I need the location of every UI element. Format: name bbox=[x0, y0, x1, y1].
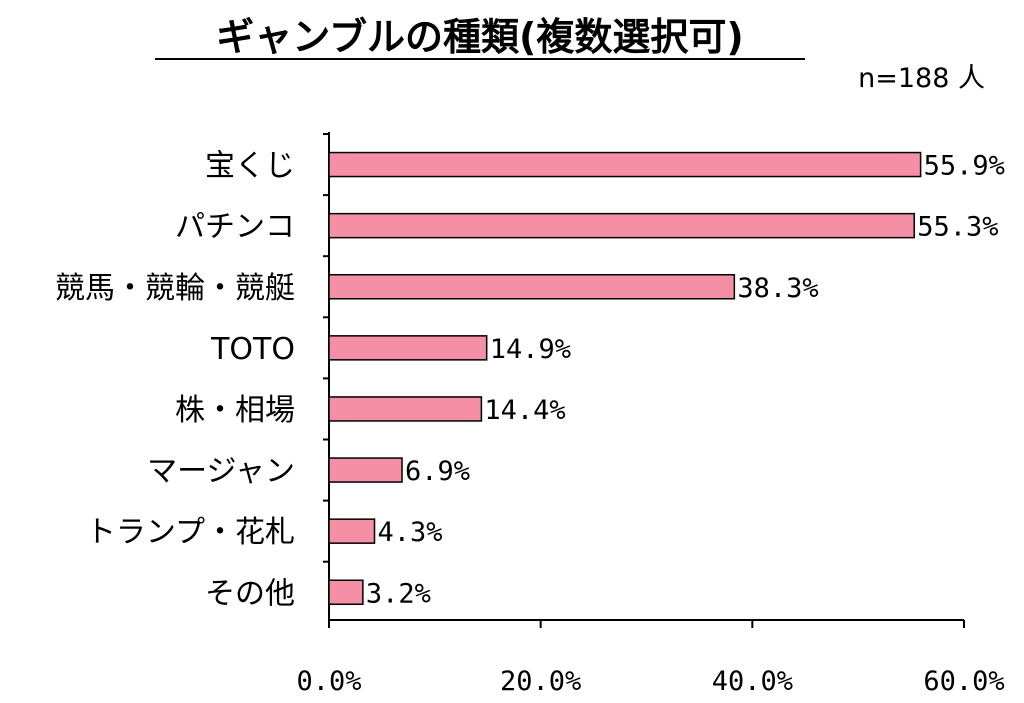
sample-size-note: n=188 人 bbox=[858, 63, 985, 94]
category-label: 株・相場 bbox=[175, 393, 295, 428]
x-tick-label: 20.0% bbox=[500, 666, 581, 697]
category-label: その他 bbox=[205, 576, 295, 611]
data-label: 6.9% bbox=[405, 456, 470, 487]
data-label: 4.3% bbox=[378, 517, 443, 548]
data-label: 55.3% bbox=[917, 212, 998, 243]
plot-area: 0.0% 20.0% 40.0% 60.0% 宝くじ 55.9% パチンコ 55.3% 競馬・競… bbox=[55, 132, 1005, 697]
data-label: 55.9% bbox=[924, 151, 1005, 182]
x-tick-label: 0.0% bbox=[296, 666, 361, 697]
chart-title: ギャンブルの種類(複数選択可) bbox=[216, 15, 744, 59]
category-label: 宝くじ bbox=[205, 149, 295, 184]
category-label: マージャン bbox=[147, 454, 295, 489]
x-tick-label: 40.0% bbox=[712, 666, 793, 697]
data-label: 14.4% bbox=[484, 395, 565, 426]
bar bbox=[328, 274, 736, 300]
category-label: TOTO bbox=[210, 332, 295, 367]
category-label: パチンコ bbox=[175, 210, 295, 245]
data-label: 14.9% bbox=[490, 334, 571, 365]
bar bbox=[328, 457, 403, 483]
bar bbox=[328, 396, 483, 422]
bar bbox=[328, 212, 916, 239]
bar bbox=[328, 579, 364, 605]
category-label: 競馬・競輪・競艇 bbox=[55, 271, 295, 306]
data-label: 3.2% bbox=[366, 578, 431, 609]
category-label: トランプ・花札 bbox=[86, 515, 295, 550]
bar bbox=[328, 335, 488, 361]
bar bbox=[328, 518, 376, 544]
x-tick-label: 60.0% bbox=[923, 666, 1004, 697]
data-label: 38.3% bbox=[737, 273, 818, 304]
bar bbox=[328, 151, 922, 178]
